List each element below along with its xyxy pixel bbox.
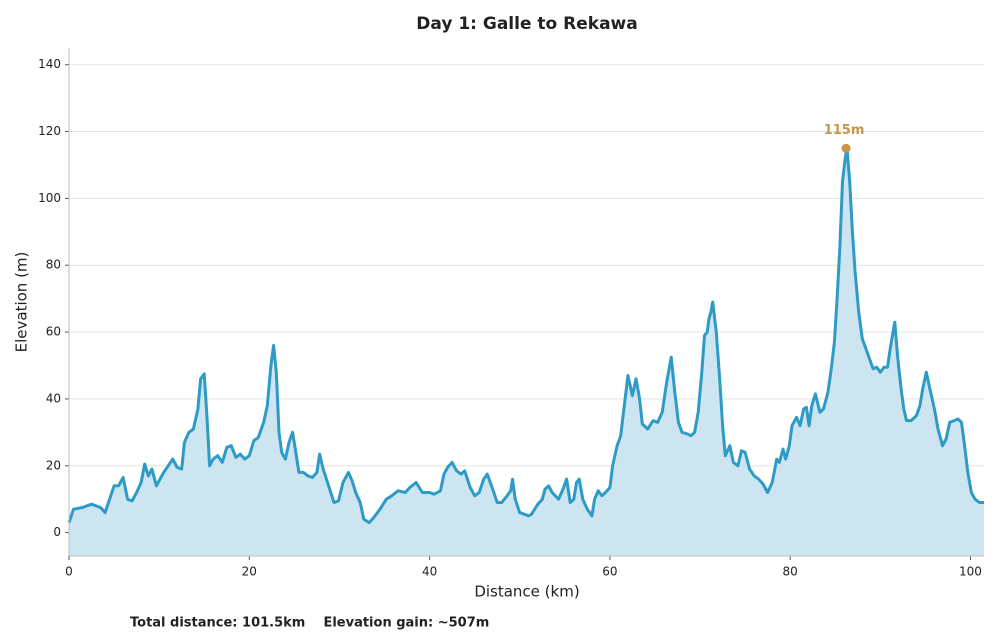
- y-tick-label: 120: [38, 124, 61, 138]
- y-axis-label: Elevation (m): [13, 252, 31, 353]
- y-tick-label: 80: [46, 258, 61, 272]
- footer: Total distance: 101.5km Elevation gain: …: [130, 616, 489, 631]
- y-tick-label: 20: [46, 458, 61, 472]
- x-axis-label: Distance (km): [474, 583, 579, 601]
- annotation: 115m: [824, 123, 865, 138]
- elevation-line: [67, 146, 984, 525]
- peak-marker: [841, 143, 851, 153]
- x-tick-label: 0: [65, 565, 73, 579]
- chart-title: Day 1: Galle to Rekawa: [416, 14, 637, 34]
- elevation-area: [69, 148, 984, 557]
- x-tick-label: 80: [783, 565, 798, 579]
- y-tick-label: 0: [53, 525, 61, 539]
- y-tick-label: 140: [38, 57, 61, 71]
- x-tick-label: 40: [422, 565, 437, 579]
- y-tick-label: 100: [38, 191, 61, 205]
- y-tick-label: 40: [46, 391, 61, 405]
- x-tick-label: 100: [959, 565, 982, 579]
- x-tick-label: 60: [602, 565, 617, 579]
- y-tick-label: 60: [46, 325, 61, 339]
- x-tick-label: 20: [242, 565, 257, 579]
